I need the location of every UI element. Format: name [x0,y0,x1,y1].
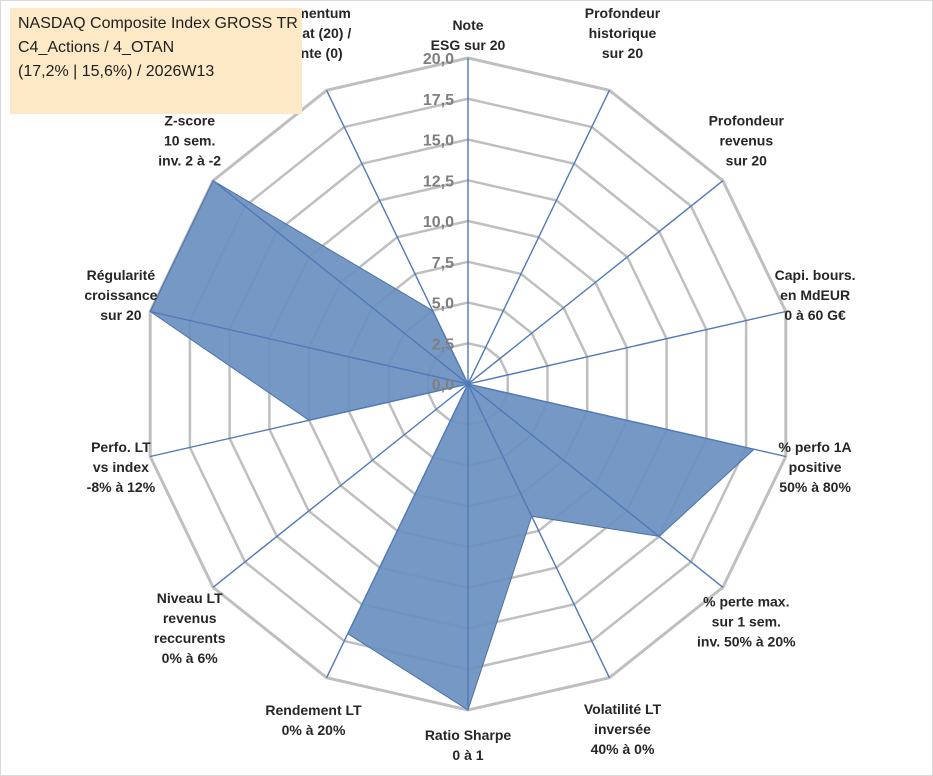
axis-spoke [150,383,469,458]
axis-label: Capi. bours. en MdEUR 0 à 60 G€ [775,267,856,323]
axis-label: Perfo. LT vs index -8% à 12% [87,439,156,495]
axis-label-line: sur 20 [100,307,141,323]
axis-label-line: Note [452,17,483,33]
axis-spoke [467,383,786,458]
axis-spoke [325,89,469,385]
title-line-2: C4_Actions / 4_OTAN [18,39,175,56]
axis-spoke [467,310,786,385]
axis-label-line: Capi. bours. [775,267,856,283]
tick-label: 20,0 [423,51,454,68]
tick-label: 2,5 [432,336,454,353]
axis-label-line: sur 20 [726,152,767,168]
axis-label-line: sur 1 sem. [712,614,781,630]
axis-label: Rendement LT 0% à 20% [265,702,362,738]
tick-label: 12,5 [423,173,454,190]
axis-label-line: croissance [84,287,157,303]
axis-label-line: 0 à 60 G€ [784,307,846,323]
tick-label: 15,0 [423,133,454,150]
axis-label-line: revenus [719,132,773,148]
axis-label-line: 40% à 0% [591,741,655,757]
axis-label: Profondeur historique sur 20 [585,5,661,61]
axis-label: Volatilité LT inversée 40% à 0% [584,701,662,757]
axis-label: Régularité croissance sur 20 [84,267,157,323]
axis-label: Ratio Sharpe 0 à 1 [425,727,512,763]
axis-spoke [467,383,724,588]
axis-label-line: Rendement LT [265,702,362,718]
axis-label-line: Ratio Sharpe [425,727,512,743]
tick-label: 0,0 [432,377,454,394]
axis-label: Profondeur revenus sur 20 [709,112,785,168]
axis-spoke [325,383,469,679]
axis-label-line: Niveau LT [157,590,223,606]
axis-label-line: sur 20 [602,45,643,61]
axis-spoke [467,180,724,385]
axis-label-line: inversée [594,721,651,737]
axis-label-line: % perfo 1A [779,439,852,455]
axis-spoke [212,180,469,385]
radial-tick-labels: 0,0 2,5 5,0 7,5 10,0 12,5 15,0 17,5 20,0 [423,51,454,394]
axis-label-line: ESG sur 20 [431,37,506,53]
tick-label: 7,5 [432,255,454,272]
axis-label-line: 0 à 1 [452,747,483,763]
axis-label-line: Volatilité LT [584,701,662,717]
axis-label: Niveau LT revenus reccurents 0% à 6% [154,590,226,666]
tick-label: 17,5 [423,92,454,109]
axis-label-line: vs index [93,459,149,475]
title-line-3: (17,2% | 15,6%) / 2026W13 [18,63,215,80]
axis-label: Z-score 10 sem. inv. 2 à -2 [158,112,221,168]
axis-label-line: -8% à 12% [87,479,156,495]
axis-label-line: % perte max. [703,594,789,610]
axis-label-line: 0% à 6% [162,650,219,666]
axis-label-line: 10 sem. [164,132,215,148]
axis-label-line: inv. 2 à -2 [158,152,221,168]
axis-label-line: Profondeur [585,5,661,21]
axis-label-line: Régularité [87,267,156,283]
axis-label-line: positive [789,459,842,475]
axis-label: % perte max. sur 1 sem. inv. 50% à 20% [697,594,796,650]
axis-spoke [212,383,469,588]
axis-label-line: revenus [163,610,217,626]
tick-label: 10,0 [423,214,454,231]
axis-label-line: reccurents [154,630,226,646]
axis-spoke [467,383,611,679]
axis-label: % perfo 1A positive 50% à 80% [779,439,852,495]
axis-label-line: 50% à 80% [779,479,851,495]
axis-label-line: inv. 50% à 20% [697,634,796,650]
tick-label: 5,0 [432,296,454,313]
axis-spoke [467,89,611,385]
axis-label: Note ESG sur 20 [431,17,506,53]
axis-label-line: Profondeur [709,112,785,128]
title-line-1: NASDAQ Composite Index GROSS TR [18,15,298,32]
axis-label-line: 0% à 20% [282,722,346,738]
axis-label-line: Perfo. LT [91,439,151,455]
axis-label-line: historique [589,25,657,41]
axis-spokes [150,58,786,710]
chart-title-box: NASDAQ Composite Index GROSS TR C4_Actio… [10,8,302,114]
axis-label-line: en MdEUR [780,287,850,303]
axis-label-line: Z-score [164,112,215,128]
axis-spoke [150,310,469,385]
